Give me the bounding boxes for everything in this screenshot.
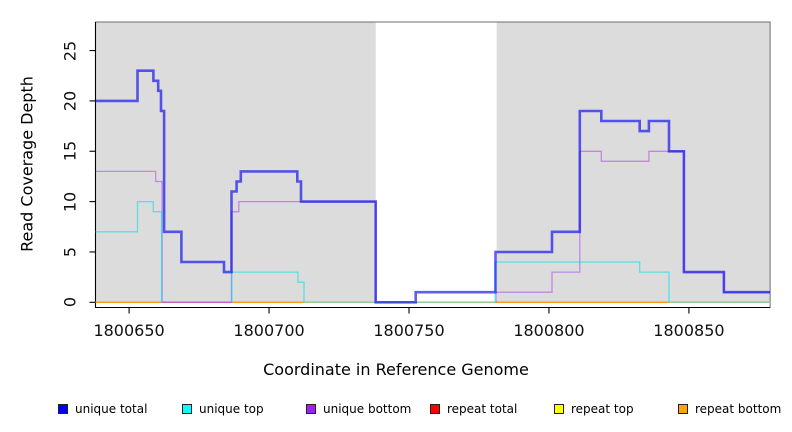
y-tick-label: 10 bbox=[60, 191, 80, 212]
y-tick-label: 20 bbox=[60, 90, 80, 112]
shaded-region bbox=[95, 22, 376, 303]
step-line-unique-total bbox=[95, 69, 771, 304]
x-tick-label: 1800700 bbox=[233, 321, 305, 340]
y-tick-label: 0 bbox=[60, 297, 80, 308]
x-tick-label: 1800850 bbox=[653, 321, 725, 340]
y-axis-title: Read Coverage Depth bbox=[17, 76, 37, 252]
y-tick-label: 25 bbox=[60, 40, 80, 61]
x-tick-label: 1800750 bbox=[373, 321, 445, 340]
x-axis-title: Coordinate in Reference Genome bbox=[263, 360, 529, 379]
x-tick-label: 1800650 bbox=[93, 321, 165, 340]
step-line-unique-top bbox=[95, 200, 771, 303]
y-tick-label: 15 bbox=[60, 141, 80, 162]
y-tick-label: 5 bbox=[60, 246, 80, 258]
shaded-region bbox=[496, 22, 771, 303]
x-tick-label: 1800800 bbox=[513, 321, 585, 340]
